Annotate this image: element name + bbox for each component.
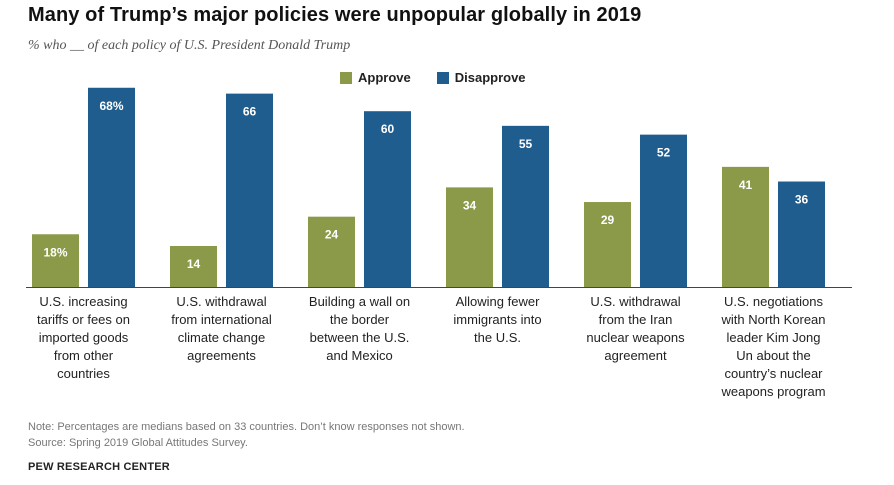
category-label: U.S. increasing (39, 294, 127, 309)
approve-bar (722, 166, 769, 287)
category-label: U.S. withdrawal (176, 294, 266, 309)
category-label: the border (330, 312, 390, 327)
category-label: from other (54, 348, 114, 363)
category-label: U.S. withdrawal (590, 294, 680, 309)
disapprove-bar (226, 93, 273, 288)
legend-swatch-approve (340, 71, 352, 84)
approve-value-label: 18% (43, 245, 67, 259)
chart-legend: Approve Disapprove (340, 70, 526, 85)
disapprove-value-label: 60 (381, 122, 395, 136)
disapprove-value-label: 52 (657, 146, 671, 160)
source-text: Source: Spring 2019 Global Attitudes Sur… (28, 437, 248, 449)
category-label: Allowing fewer (456, 294, 540, 309)
disapprove-value-label: 68% (99, 99, 123, 113)
approve-bar (446, 187, 493, 287)
category-label: climate change (178, 330, 265, 345)
category-label: leader Kim Jong (727, 330, 821, 345)
category-label: countries (57, 366, 110, 381)
category-label: country’s nuclear (724, 366, 823, 381)
legend-item-approve: Approve (340, 70, 411, 85)
category-label: imported goods (39, 330, 129, 345)
category-label: between the U.S. (310, 330, 410, 345)
footnote: Note: Percentages are medians based on 3… (28, 419, 465, 451)
disapprove-bar (640, 134, 687, 287)
legend-swatch-disapprove (436, 71, 449, 84)
approve-bar (170, 245, 217, 287)
category-label: weapons program (720, 384, 825, 399)
category-label: Un about the (736, 348, 810, 363)
approve-bar (32, 234, 79, 287)
note-text: Note: Percentages are medians based on 3… (28, 421, 465, 433)
category-label: from international (171, 312, 272, 327)
category-label: from the Iran (599, 312, 673, 327)
legend-item-disapprove: Disapprove (436, 70, 526, 85)
category-label: nuclear weapons (586, 330, 685, 345)
approve-value-label: 41 (739, 178, 753, 192)
category-label: agreements (187, 348, 256, 363)
category-label: tariffs or fees on (37, 312, 130, 327)
approve-value-label: 14 (187, 257, 201, 271)
disapprove-value-label: 36 (795, 193, 809, 207)
category-label: the U.S. (474, 330, 521, 345)
legend-label-approve: Approve (358, 70, 411, 85)
org-name: PEW RESEARCH CENTER (28, 461, 170, 473)
chart-title: Many of Trump’s major policies were unpo… (28, 4, 642, 26)
approve-value-label: 24 (325, 228, 339, 242)
disapprove-bar (502, 125, 549, 287)
category-label: with North Korean (720, 312, 825, 327)
legend-label-disapprove: Disapprove (454, 70, 526, 85)
disapprove-value-label: 66 (243, 105, 257, 119)
chart-subtitle: % who __ of each policy of U.S. Presiden… (28, 38, 351, 53)
category-label: immigrants into (453, 312, 541, 327)
disapprove-bar (88, 87, 135, 287)
disapprove-bar (778, 181, 825, 287)
category-label: U.S. negotiations (724, 294, 824, 309)
approve-value-label: 34 (463, 198, 477, 212)
category-label: Building a wall on (309, 294, 410, 309)
approve-bar (584, 202, 631, 287)
disapprove-bar (364, 111, 411, 287)
approve-bar (308, 216, 355, 287)
category-label: agreement (604, 348, 667, 363)
approve-value-label: 29 (601, 213, 615, 227)
category-label: and Mexico (326, 348, 392, 363)
disapprove-value-label: 55 (519, 137, 533, 151)
